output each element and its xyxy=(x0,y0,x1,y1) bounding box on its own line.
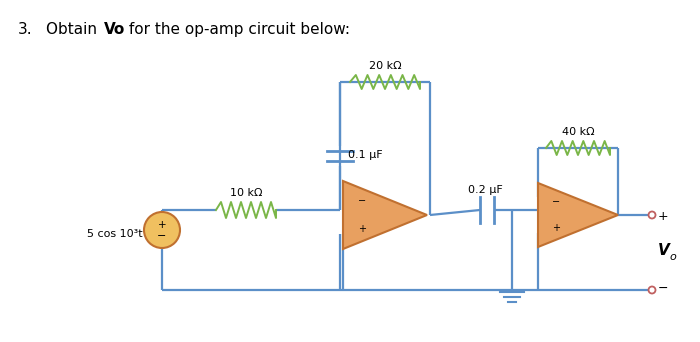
Text: +: + xyxy=(658,210,668,224)
Text: 10 kΩ: 10 kΩ xyxy=(230,188,262,198)
Polygon shape xyxy=(343,181,427,249)
Text: +: + xyxy=(552,223,560,234)
Polygon shape xyxy=(538,183,618,247)
Text: 3.: 3. xyxy=(18,22,33,37)
Text: Vo: Vo xyxy=(104,22,125,37)
Text: V: V xyxy=(658,243,670,258)
Text: −: − xyxy=(658,281,668,294)
Text: 0.1 μF: 0.1 μF xyxy=(348,150,383,160)
Text: −: − xyxy=(552,197,560,207)
Text: −: − xyxy=(358,196,366,206)
Text: −: − xyxy=(158,231,167,241)
Circle shape xyxy=(648,287,655,293)
Text: 20 kΩ: 20 kΩ xyxy=(369,61,401,71)
Text: 5 cos 10³t V: 5 cos 10³t V xyxy=(88,229,154,239)
Text: 40 kΩ: 40 kΩ xyxy=(561,127,594,137)
Circle shape xyxy=(144,212,180,248)
Circle shape xyxy=(648,211,655,219)
Text: +: + xyxy=(358,224,366,234)
Text: o: o xyxy=(669,251,675,262)
Text: for the op-amp circuit below:: for the op-amp circuit below: xyxy=(124,22,350,37)
Text: 0.2 μF: 0.2 μF xyxy=(468,185,503,195)
Text: Obtain: Obtain xyxy=(46,22,102,37)
Text: +: + xyxy=(158,220,167,230)
